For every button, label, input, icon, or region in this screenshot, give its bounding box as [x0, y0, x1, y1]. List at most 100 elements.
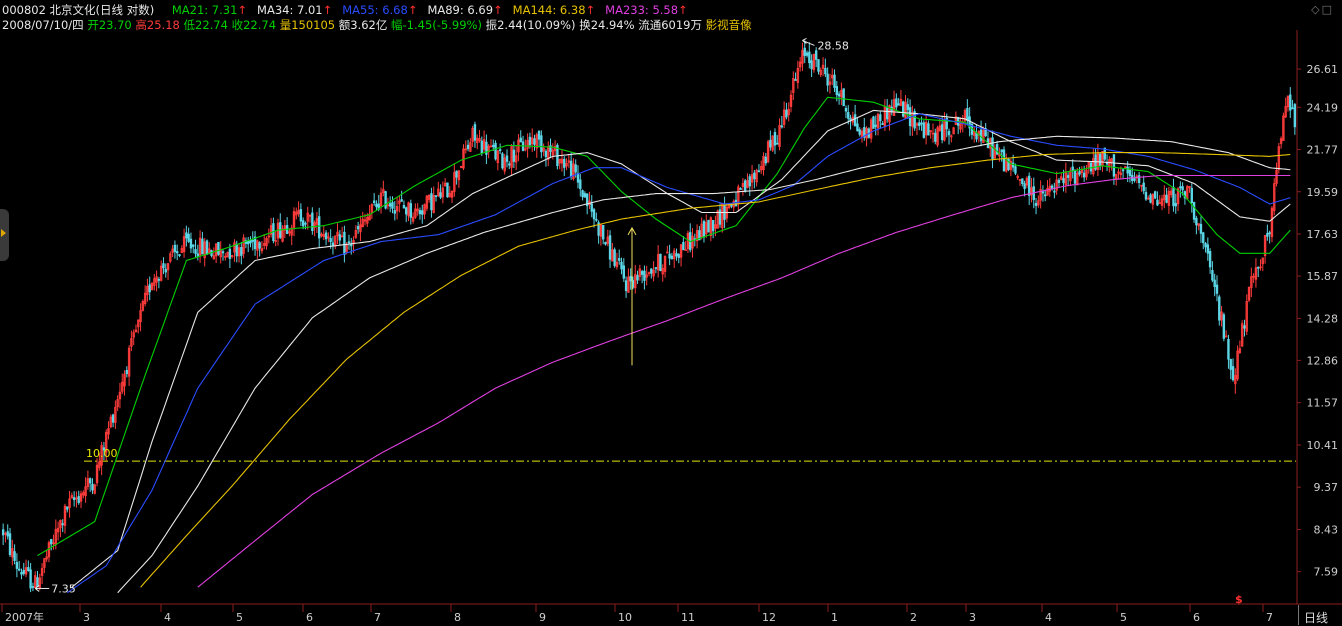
candle-body-112	[258, 242, 261, 249]
candle-body-471	[1080, 169, 1084, 174]
candle-body-327	[750, 174, 754, 183]
candle-body-241	[553, 146, 557, 152]
candle-body-115	[265, 237, 268, 247]
ma-label-3: MA89: 6.69	[427, 3, 494, 17]
candle-body-281	[645, 274, 648, 278]
candle-body-492	[1128, 169, 1132, 176]
high-pointer	[802, 39, 815, 46]
candle-body-307	[705, 222, 708, 235]
candle-body-29	[68, 498, 71, 508]
up-arrow-icon	[627, 226, 637, 236]
candle-body-152	[350, 244, 353, 247]
candle-body-119	[274, 240, 277, 242]
candle-body-520	[1192, 201, 1196, 220]
x-tick-label: 2	[910, 611, 917, 624]
candle-body-137	[315, 218, 319, 225]
candle-body-289	[663, 255, 667, 272]
candle-body-497	[1140, 184, 1143, 187]
candle-body-187	[430, 193, 433, 211]
candle-body-174	[400, 199, 403, 202]
candle-body-204	[469, 142, 472, 152]
candle-body-228	[524, 148, 527, 151]
header-line-1: 000802 北京文化(日线 对数) MA21: 7.31↑ MA34: 7.01…	[2, 2, 698, 18]
diamond-icon[interactable]: ◇	[1311, 3, 1322, 16]
candle-body-311	[714, 224, 717, 229]
candle-body-61	[141, 301, 145, 311]
candle-body-180	[414, 208, 417, 218]
candle-body-117	[269, 225, 273, 235]
candle-body-462	[1060, 176, 1063, 180]
ma-label-0: MA21: 7.31	[171, 3, 238, 17]
candle-body-169	[388, 203, 392, 207]
candle-body-26	[61, 523, 64, 526]
candle-body-347	[796, 67, 800, 83]
candle-body-216	[496, 150, 500, 164]
candle-body-511	[1172, 186, 1175, 207]
x-tick-label: 7	[1266, 611, 1273, 624]
candle-body-66	[153, 278, 156, 286]
candle-body-141	[324, 232, 328, 240]
x-tick-label: 1	[831, 611, 838, 624]
candle-body-337	[773, 132, 777, 146]
candle-body-64	[148, 284, 151, 293]
candle-body-4	[11, 548, 14, 558]
x-tick-label: 4	[1045, 611, 1052, 624]
maximize-icon[interactable]: □	[1321, 3, 1334, 16]
candle-body-107	[247, 240, 250, 245]
candle-body-285	[654, 267, 658, 269]
candle-body-229	[526, 139, 529, 149]
candle-body-47	[109, 416, 112, 428]
candle-body-177	[407, 202, 410, 217]
candle-body-391	[897, 103, 900, 106]
y-tick-label: 8.43	[1314, 524, 1339, 537]
candle-body-86	[198, 237, 202, 256]
candle-body-237	[544, 150, 548, 158]
candle-body-0	[1, 529, 5, 536]
candle-body-104	[240, 247, 243, 256]
candle-body-295	[677, 254, 680, 258]
candle-body-234	[537, 130, 541, 140]
candle-body-114	[263, 243, 266, 246]
candle-body-99	[228, 248, 232, 259]
candle-body-55	[127, 347, 131, 377]
candle-body-461	[1057, 179, 1061, 184]
candle-body-526	[1206, 244, 1210, 254]
candle-body-219	[503, 157, 506, 172]
candle-body-45	[105, 431, 108, 453]
candle-body-261	[599, 224, 603, 237]
candle-body-448	[1027, 175, 1031, 196]
candle-body-334	[766, 141, 770, 163]
candle-body-344	[789, 94, 793, 107]
candle-body-156	[359, 224, 362, 233]
candle-body-409	[938, 125, 942, 131]
candle-body-36	[84, 486, 87, 497]
candle-body-38	[88, 478, 92, 484]
side-panel-toggle[interactable]	[0, 209, 9, 261]
candle-body-509	[1167, 190, 1171, 206]
candle-body-560	[1284, 106, 1287, 118]
high-label: 28.58	[817, 39, 849, 52]
candle-body-37	[86, 478, 90, 487]
candle-body-63	[146, 286, 149, 296]
candle-body-389	[892, 99, 896, 116]
candle-body-336	[771, 135, 774, 151]
header-line-2: 2008/07/10/四 开23.70 高25.18 低22.74 收22.74…	[2, 17, 752, 33]
candle-body-58	[134, 329, 138, 333]
candle-body-382	[876, 113, 880, 129]
candle-body-491	[1126, 166, 1129, 174]
candle-body-564	[1293, 104, 1297, 128]
period-label[interactable]: 日线	[1303, 611, 1328, 625]
candle-body-415	[952, 127, 955, 135]
candle-body-332	[762, 155, 765, 171]
x-tick-label: 3	[969, 611, 976, 624]
stock-code-name: 000802 北京文化(日线 对数)	[2, 3, 155, 17]
candle-body-258	[592, 209, 596, 220]
candle-body-559	[1282, 115, 1285, 141]
candle-body-494	[1133, 178, 1136, 181]
candle-body-399	[915, 123, 919, 126]
candle-body-287	[659, 253, 662, 272]
candle-body-143	[329, 238, 332, 243]
candle-body-549	[1259, 266, 1262, 269]
candle-body-323	[741, 183, 745, 187]
